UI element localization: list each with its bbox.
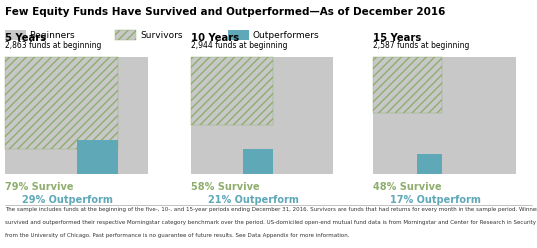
Text: 2,587 funds at beginning: 2,587 funds at beginning — [373, 41, 469, 50]
Text: survived and outperformed their respective Morningstar category benchmark over t: survived and outperformed their respecti… — [5, 220, 537, 225]
Text: 15 Years: 15 Years — [373, 33, 422, 43]
Bar — [417, 154, 441, 174]
Text: 58% Survive: 58% Survive — [191, 182, 259, 192]
Text: 79% Survive: 79% Survive — [5, 182, 74, 192]
Bar — [115, 30, 136, 40]
Bar — [243, 149, 273, 174]
Text: Beginners: Beginners — [30, 31, 75, 40]
Text: from the University of Chicago. Past performance is no guarantee of future resul: from the University of Chicago. Past per… — [5, 233, 350, 238]
Text: 2,863 funds at beginning: 2,863 funds at beginning — [5, 41, 101, 50]
Bar — [373, 57, 441, 113]
Text: Few Equity Funds Have Survived and Outperformed—As of December 2016: Few Equity Funds Have Survived and Outpe… — [5, 7, 446, 17]
Bar — [5, 30, 26, 40]
Text: 17% Outperform: 17% Outperform — [390, 195, 481, 205]
Bar — [5, 57, 118, 149]
Text: 21% Outperform: 21% Outperform — [208, 195, 299, 205]
Bar — [5, 57, 118, 149]
Text: Outperformers: Outperformers — [252, 31, 319, 40]
Bar — [5, 57, 148, 174]
Bar — [77, 140, 118, 174]
Text: 29% Outperform: 29% Outperform — [23, 195, 113, 205]
Text: The sample includes funds at the beginning of the five-, 10-, and 15-year period: The sample includes funds at the beginni… — [5, 207, 537, 212]
Bar — [191, 57, 273, 125]
Text: 48% Survive: 48% Survive — [373, 182, 442, 192]
Bar — [191, 57, 273, 125]
Bar — [115, 30, 136, 40]
Bar — [373, 57, 441, 113]
Text: 2,944 funds at beginning: 2,944 funds at beginning — [191, 41, 287, 50]
Bar — [228, 30, 249, 40]
Text: Survivors: Survivors — [141, 31, 183, 40]
Bar — [373, 57, 516, 174]
Text: 5 Years: 5 Years — [5, 33, 47, 43]
Bar — [191, 57, 333, 174]
Text: 10 Years: 10 Years — [191, 33, 239, 43]
